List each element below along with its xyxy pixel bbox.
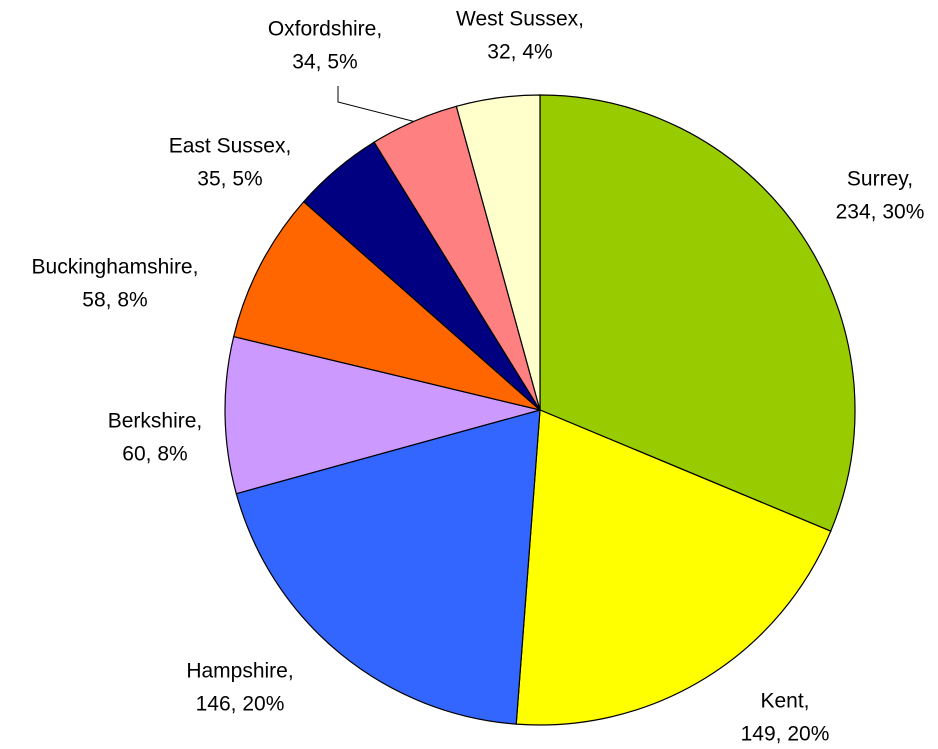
slice-label-value: 58, 8% xyxy=(82,289,147,312)
pie-slice xyxy=(224,335,541,495)
slice-label-value: 146, 20% xyxy=(196,693,285,716)
slice-label-name: Buckinghamshire, xyxy=(32,256,199,279)
slice-label-name: Kent, xyxy=(760,690,809,713)
slice-label-value: 32, 4% xyxy=(487,41,552,64)
slice-label-name: West Sussex, xyxy=(456,8,584,31)
slice-label-value: 35, 5% xyxy=(197,168,262,191)
slice-label-value: 60, 8% xyxy=(122,443,187,466)
slice-label-name: Berkshire, xyxy=(108,410,203,433)
pie-slice xyxy=(455,94,541,411)
slice-label-value: 149, 20% xyxy=(741,723,830,746)
slice-label-value: 234, 30% xyxy=(836,201,925,224)
slice-label-name: East Sussex, xyxy=(169,135,292,158)
slice-label-name: Surrey, xyxy=(847,168,913,191)
pie-slice xyxy=(232,200,541,411)
slice-label-name: Hampshire, xyxy=(186,660,293,683)
pie-slice xyxy=(539,94,856,532)
slice-label-value: 34, 5% xyxy=(292,51,357,74)
pie-slice xyxy=(235,409,541,725)
pie-slice xyxy=(515,409,832,726)
leader-line xyxy=(337,86,417,123)
slice-label-name: Oxfordshire, xyxy=(268,18,382,41)
